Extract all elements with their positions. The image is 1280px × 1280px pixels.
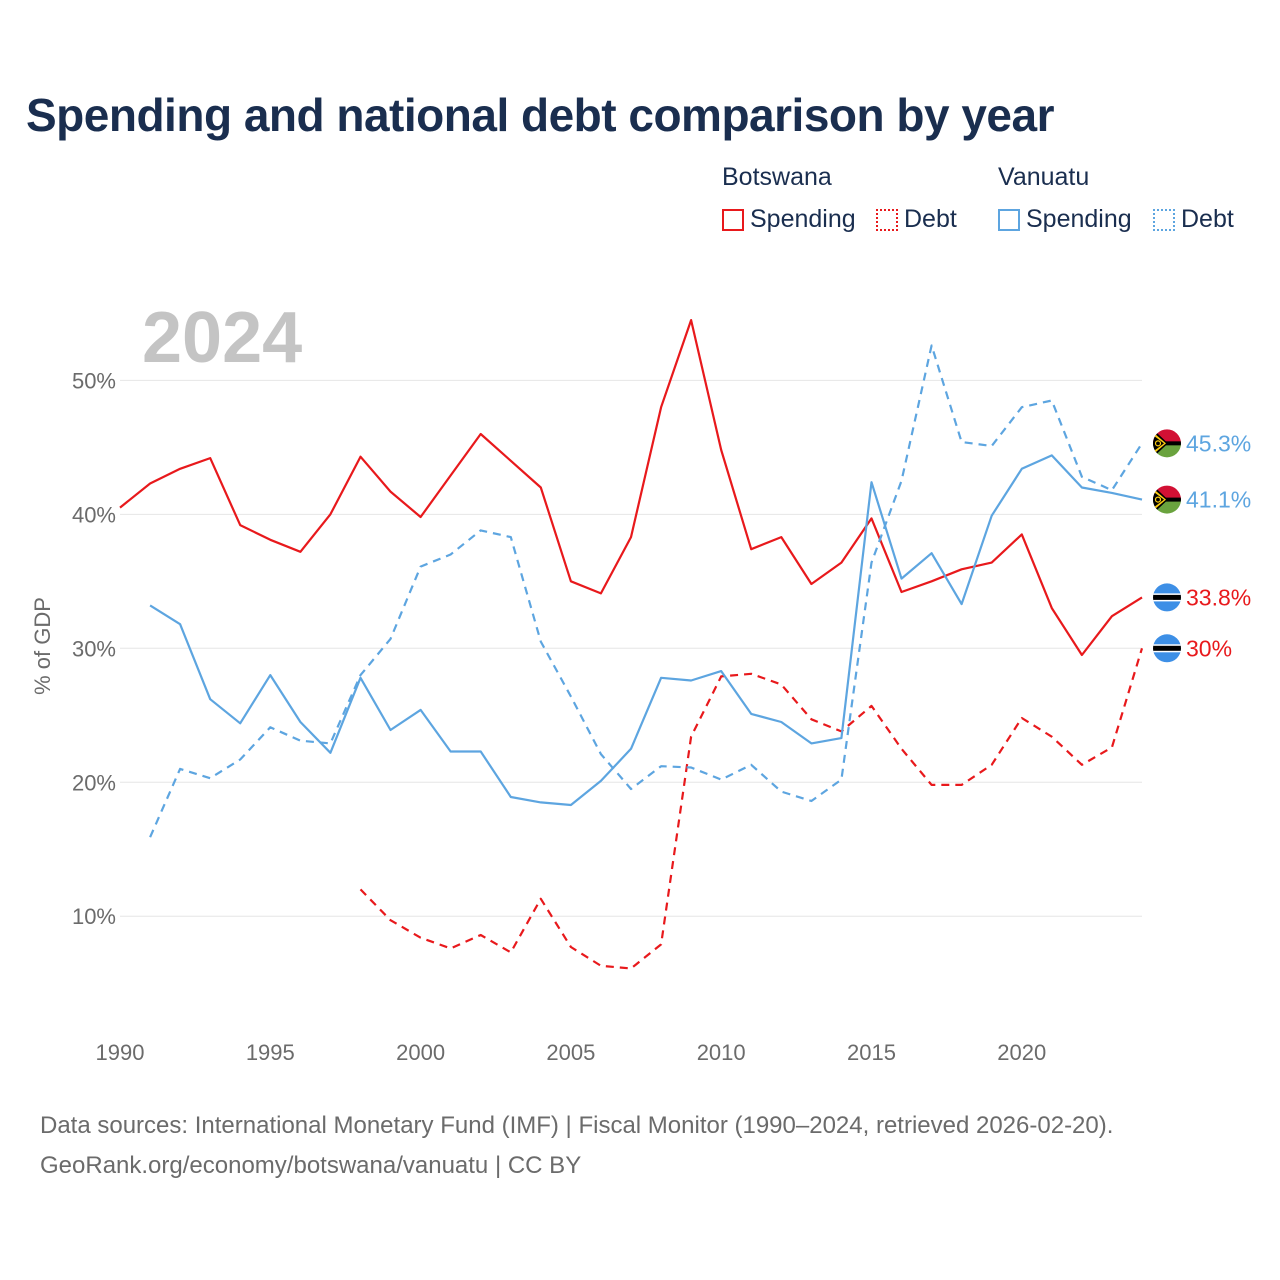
end-value-label: 41.1% <box>1186 487 1251 513</box>
legend-label: Debt <box>1181 205 1234 233</box>
x-tick-label: 2010 <box>697 1040 746 1065</box>
legend-item-botswana-spending[interactable]: Spending <box>722 205 856 234</box>
y-tick-label: 40% <box>72 502 116 527</box>
x-tick-label: 2020 <box>997 1040 1046 1065</box>
legend-group-vanuatu: Vanuatu <box>998 163 1090 191</box>
legend-label: Debt <box>904 205 957 233</box>
legend-label: Spending <box>750 205 856 233</box>
x-tick-label: 2005 <box>546 1040 595 1065</box>
legend-group-botswana: Botswana <box>722 163 832 191</box>
end-value-label: 30% <box>1186 635 1232 661</box>
x-tick-label: 1990 <box>96 1040 145 1065</box>
chart-title: Spending and national debt comparison by… <box>26 89 1055 141</box>
series-line-botswana-spending <box>119 319 1143 657</box>
legend-swatch-solid-red <box>722 208 744 231</box>
sources-line-2: GeoRank.org/economy/botswana/vanuatu | C… <box>40 1152 582 1179</box>
botswana-flag-icon <box>1153 583 1181 612</box>
legend-label: Spending <box>1026 205 1132 233</box>
vanuatu-flag-icon <box>1153 485 1181 514</box>
end-value-label: 33.8% <box>1186 584 1251 610</box>
y-tick-label: 20% <box>72 770 116 795</box>
legend-swatch-dotted-blue <box>1153 208 1175 231</box>
x-tick-label: 1995 <box>246 1040 295 1065</box>
x-tick-label: 2015 <box>847 1040 896 1065</box>
legend-swatch-dotted-red <box>876 208 898 231</box>
x-tick-label: 2000 <box>396 1040 445 1065</box>
legend-item-botswana-debt[interactable]: Debt <box>876 205 957 234</box>
end-value-label: 45.3% <box>1186 430 1251 456</box>
y-tick-label: 30% <box>72 636 116 661</box>
y-tick-label: 50% <box>72 368 116 393</box>
botswana-flag-icon <box>1153 634 1181 663</box>
legend-item-vanuatu-spending[interactable]: Spending <box>998 205 1132 234</box>
sources-line-1: Data sources: International Monetary Fun… <box>40 1112 1114 1139</box>
legend-item-vanuatu-debt[interactable]: Debt <box>1153 205 1234 234</box>
series-line-vanuatu-spending <box>149 454 1143 807</box>
year-watermark: 2024 <box>142 298 302 378</box>
data-sources: Data sources: International Monetary Fun… <box>40 1106 1113 1186</box>
series-line-botswana-debt <box>359 647 1144 970</box>
y-tick-label: 10% <box>72 904 116 929</box>
y-axis-title: % of GDP <box>30 597 55 695</box>
line-chart: 2024 10% 20% 30% 40% 50% 1990 1995 2000 2005 2010… <box>30 298 1251 1065</box>
legend-swatch-solid-blue <box>998 208 1020 231</box>
vanuatu-flag-icon <box>1153 429 1181 458</box>
